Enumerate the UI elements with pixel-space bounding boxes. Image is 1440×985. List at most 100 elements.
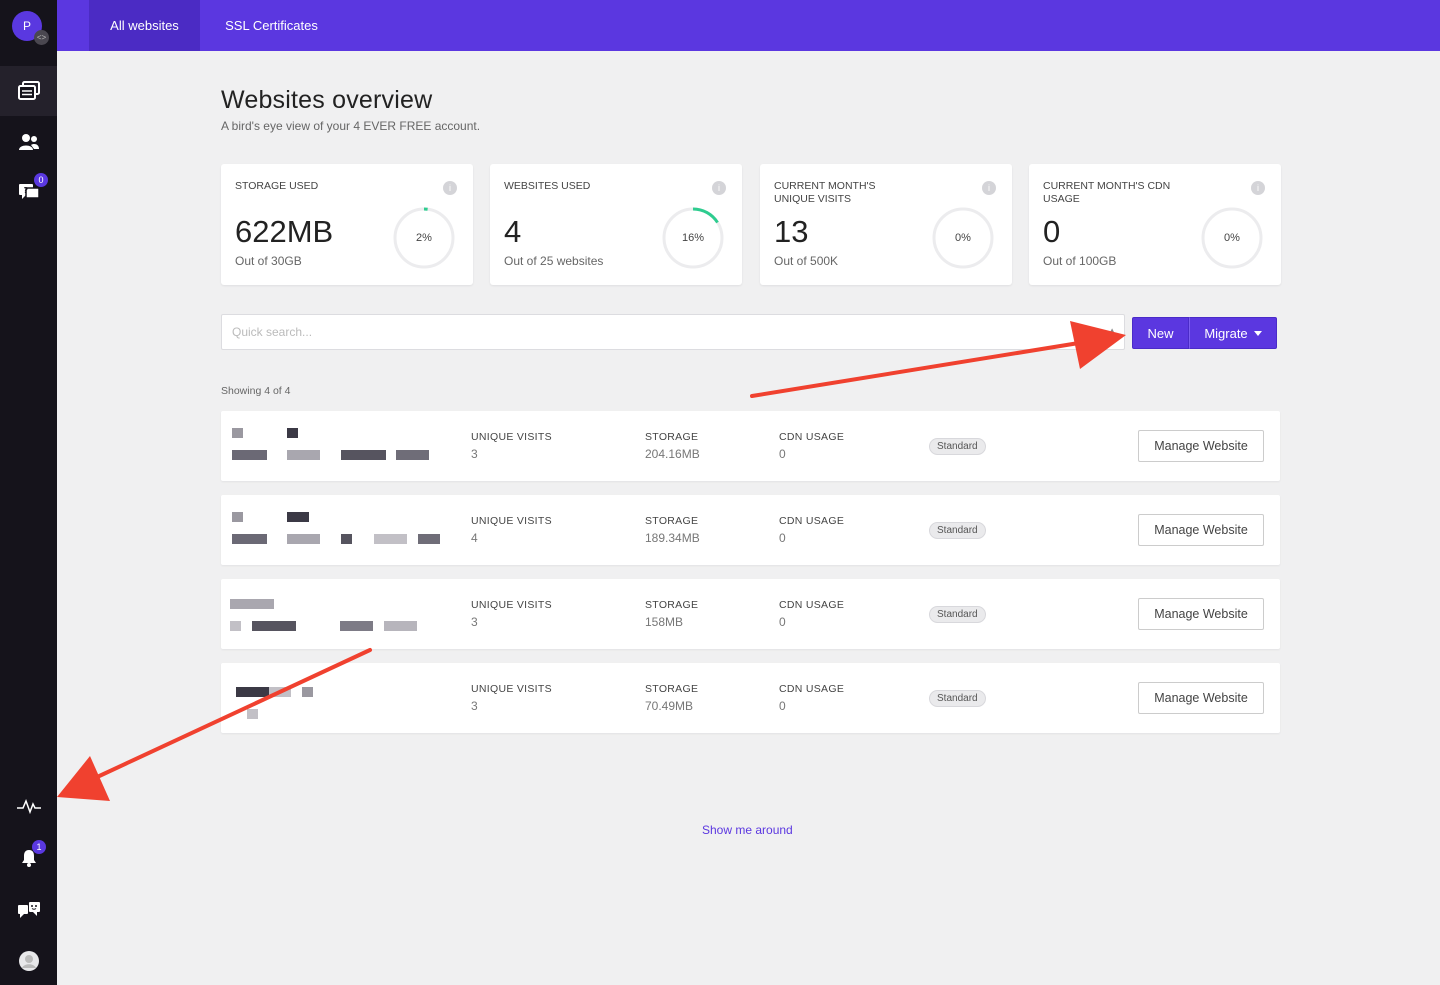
progress-ring: 0% bbox=[1200, 206, 1264, 270]
stat-value: 0 bbox=[1043, 214, 1061, 249]
stat-subtext: Out of 30GB bbox=[235, 254, 302, 268]
website-row: Unique visits 3 Storage 158MB CDN usage … bbox=[221, 579, 1280, 649]
websites-icon bbox=[17, 81, 40, 100]
col-label-cdn: CDN usage bbox=[779, 683, 845, 695]
cdn-usage-value: 0 bbox=[779, 615, 786, 629]
progress-ring: 0% bbox=[931, 206, 995, 270]
account-avatar[interactable]: P bbox=[12, 11, 42, 41]
sidebar-item-notifications[interactable] bbox=[0, 833, 57, 883]
manage-website-button[interactable]: Manage Website bbox=[1138, 682, 1264, 714]
col-label-visits: Unique visits bbox=[471, 515, 552, 527]
support-badge: 0 bbox=[34, 173, 48, 187]
manage-website-button[interactable]: Manage Website bbox=[1138, 514, 1264, 546]
stat-value: 622MB bbox=[235, 214, 334, 249]
stat-subtext: Out of 100GB bbox=[1043, 254, 1117, 268]
col-label-storage: Storage bbox=[645, 683, 699, 695]
cdn-usage-value: 0 bbox=[779, 447, 786, 461]
new-button-label: New bbox=[1147, 325, 1174, 341]
info-icon[interactable]: i bbox=[712, 181, 726, 195]
manage-website-button[interactable]: Manage Website bbox=[1138, 430, 1264, 462]
cdn-usage-value: 0 bbox=[779, 699, 786, 713]
stat-subtext: Out of 25 websites bbox=[504, 254, 604, 268]
code-icon: <> bbox=[34, 30, 49, 45]
sidebar-item-team[interactable] bbox=[0, 117, 57, 167]
sidebar-item-chat[interactable] bbox=[0, 885, 57, 935]
sidebar-item-websites[interactable] bbox=[0, 66, 57, 116]
storage-value: 70.49MB bbox=[645, 699, 694, 713]
stat-card-websites: Websites used i 4 Out of 25 websites 16% bbox=[490, 164, 742, 285]
quick-search: ▲ bbox=[221, 314, 1125, 350]
tab-all-websites[interactable]: All websites bbox=[89, 0, 200, 51]
stat-label: Websites used bbox=[504, 180, 591, 192]
plan-badge: Standard bbox=[929, 690, 986, 707]
results-count: Showing 4 of 4 bbox=[221, 385, 291, 397]
migrate-button-label: Migrate bbox=[1204, 325, 1248, 341]
sidebar-item-profile[interactable] bbox=[0, 936, 57, 985]
manage-website-button[interactable]: Manage Website bbox=[1138, 598, 1264, 630]
unique-visits-value: 4 bbox=[471, 531, 478, 545]
progress-percent: 16% bbox=[681, 232, 705, 244]
info-icon[interactable]: i bbox=[443, 181, 457, 195]
svg-text:?: ? bbox=[23, 186, 28, 195]
plan-badge: Standard bbox=[929, 522, 986, 539]
sidebar: P <> ? 0 bbox=[0, 0, 57, 985]
info-icon[interactable]: i bbox=[1251, 181, 1265, 195]
cdn-usage-value: 0 bbox=[779, 531, 786, 545]
stat-subtext: Out of 500K bbox=[774, 254, 839, 268]
col-label-storage: Storage bbox=[645, 431, 699, 443]
progress-ring: 16% bbox=[661, 206, 725, 270]
page-subtitle: A bird's eye view of your 4 EVER FREE ac… bbox=[221, 119, 481, 133]
stat-label: Current month's CDN usage bbox=[1043, 180, 1171, 205]
col-label-visits: Unique visits bbox=[471, 683, 552, 695]
progress-percent: 2% bbox=[416, 232, 432, 244]
progress-percent: 0% bbox=[955, 232, 971, 244]
notifications-badge: 1 bbox=[32, 840, 46, 854]
col-label-cdn: CDN usage bbox=[779, 431, 845, 443]
storage-value: 189.34MB bbox=[645, 531, 700, 545]
plan-badge: Standard bbox=[929, 438, 986, 455]
stat-label: Storage used bbox=[235, 180, 319, 192]
info-icon[interactable]: i bbox=[982, 181, 996, 195]
storage-value: 158MB bbox=[645, 615, 684, 629]
col-label-cdn: CDN usage bbox=[779, 599, 845, 611]
stat-card-cdn-usage: Current month's CDN usage i 0 Out of 100… bbox=[1029, 164, 1281, 285]
col-label-storage: Storage bbox=[645, 515, 699, 527]
page-title: Websites overview bbox=[221, 86, 433, 114]
tickets-icon: ? bbox=[18, 184, 40, 199]
storage-value: 204.16MB bbox=[645, 447, 700, 461]
migrate-dropdown-button[interactable]: Migrate bbox=[1189, 317, 1277, 349]
stat-value: 4 bbox=[504, 214, 522, 249]
activity-icon bbox=[16, 798, 41, 814]
stat-label: Current month's unique visits bbox=[774, 180, 876, 205]
sort-caret-icon[interactable]: ▲ bbox=[1108, 326, 1116, 335]
stat-card-storage: Storage used i 622MB Out of 30GB 2% bbox=[221, 164, 473, 285]
users-icon bbox=[18, 134, 39, 150]
bell-icon bbox=[21, 850, 36, 867]
chevron-down-icon bbox=[1253, 330, 1262, 336]
chat-icon bbox=[17, 902, 40, 918]
progress-ring: 2% bbox=[392, 206, 456, 270]
stat-card-unique-visits: Current month's unique visits i 13 Out o… bbox=[760, 164, 1012, 285]
unique-visits-value: 3 bbox=[471, 699, 478, 713]
col-label-storage: Storage bbox=[645, 599, 699, 611]
website-row: Unique visits 3 Storage 204.16MB CDN usa… bbox=[221, 411, 1280, 481]
col-label-visits: Unique visits bbox=[471, 599, 552, 611]
unique-visits-value: 3 bbox=[471, 447, 478, 461]
sidebar-item-support[interactable]: ? bbox=[0, 167, 57, 217]
col-label-visits: Unique visits bbox=[471, 431, 552, 443]
col-label-cdn: CDN usage bbox=[779, 515, 845, 527]
tab-ssl-certificates[interactable]: SSL Certificates bbox=[225, 18, 318, 33]
unique-visits-value: 3 bbox=[471, 615, 478, 629]
website-row: Unique visits 3 Storage 70.49MB CDN usag… bbox=[221, 663, 1280, 733]
top-navigation: All websites SSL Certificates bbox=[57, 0, 1440, 51]
show-me-around-link[interactable]: Show me around bbox=[702, 823, 793, 837]
stat-value: 13 bbox=[774, 214, 809, 249]
website-row: Unique visits 4 Storage 189.34MB CDN usa… bbox=[221, 495, 1280, 565]
progress-percent: 0% bbox=[1224, 232, 1240, 244]
new-website-button[interactable]: New bbox=[1132, 317, 1189, 349]
search-input[interactable] bbox=[222, 315, 1092, 349]
sidebar-item-activity[interactable] bbox=[0, 781, 57, 831]
user-avatar-icon bbox=[18, 951, 39, 971]
plan-badge: Standard bbox=[929, 606, 986, 623]
